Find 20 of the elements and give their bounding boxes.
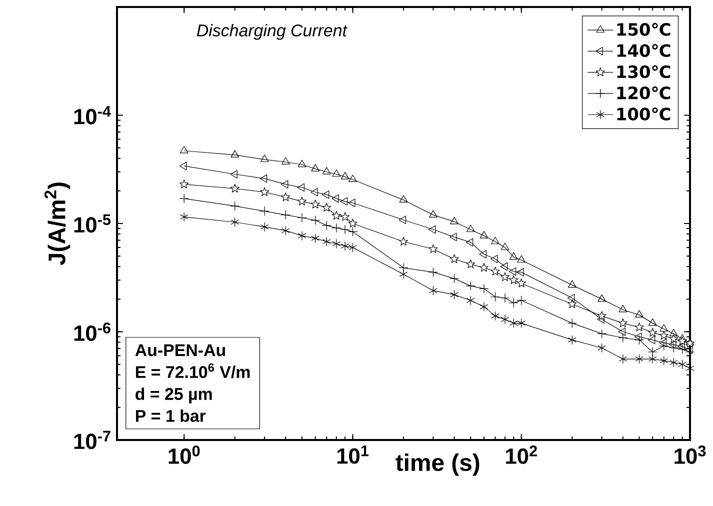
legend-label: 130℃ <box>617 65 670 78</box>
y-axis-title: J(A/m$^{2}$) <box>44 182 70 266</box>
annotation: Au-PEN-Au <box>135 344 225 356</box>
annotation: E = 72.10$^{6}$ V/m <box>136 363 250 378</box>
annotation: P = 1 bar <box>136 409 206 422</box>
y-tick-label: 10$^{-4}$ <box>74 106 111 124</box>
annotation: d = 25 µm <box>136 388 212 404</box>
x-tick-label: 10$^{2}$ <box>506 446 537 464</box>
legend-label: 120℃ <box>617 86 670 100</box>
x-axis-title: time (s) <box>396 453 480 476</box>
legend-label: 150℃ <box>617 22 670 36</box>
x-tick-label: 10$^{0}$ <box>168 446 200 464</box>
y-tick-label: 10$^{-5}$ <box>74 214 111 233</box>
y-tick-label: 10$^{-6}$ <box>74 322 110 341</box>
x-tick-label: 10$^{3}$ <box>674 446 706 464</box>
y-tick-label: 10$^{-7}$ <box>74 430 110 450</box>
x-tick-label: 10$^{1}$ <box>337 446 369 464</box>
legend-label: 100℃ <box>617 108 670 120</box>
text: Discharging Current <box>196 24 348 40</box>
legend-label: 140℃ <box>617 44 670 57</box>
